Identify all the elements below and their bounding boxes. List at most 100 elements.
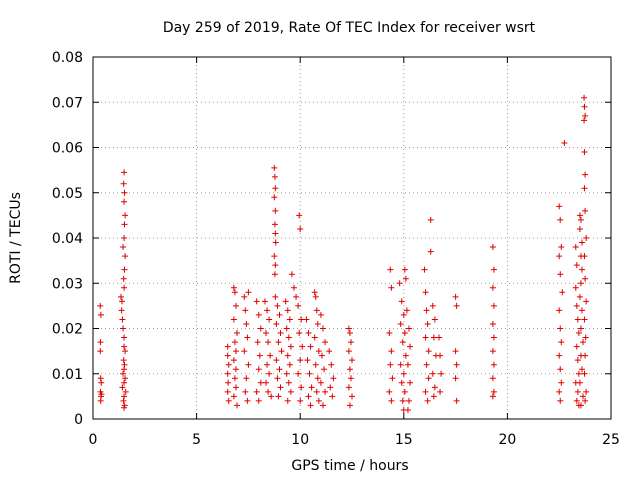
y-tick-label: 0 (74, 412, 83, 428)
data-point (254, 339, 261, 346)
data-point (319, 325, 326, 332)
data-point (266, 316, 273, 323)
data-point (397, 361, 404, 368)
data-point (490, 302, 497, 309)
data-point (245, 289, 252, 296)
data-point (122, 348, 129, 355)
data-point (263, 379, 270, 386)
data-point (225, 379, 232, 386)
data-point (298, 316, 305, 323)
data-point (97, 311, 104, 318)
data-point (430, 393, 437, 400)
data-point (299, 343, 306, 350)
data-point (120, 397, 127, 404)
data-point (404, 361, 411, 368)
data-point (577, 402, 584, 409)
data-point (282, 298, 289, 305)
data-point (313, 307, 320, 314)
data-point (580, 339, 587, 346)
data-point (556, 307, 563, 314)
data-point (403, 307, 410, 314)
data-point (243, 375, 250, 382)
data-point (297, 357, 304, 364)
data-point (490, 334, 497, 341)
data-point (315, 348, 322, 355)
data-point (311, 289, 318, 296)
data-point (286, 316, 293, 323)
data-point (121, 343, 128, 350)
data-point (427, 216, 434, 223)
data-point (121, 169, 128, 176)
data-point (256, 352, 263, 359)
data-point (349, 393, 355, 400)
data-point (402, 352, 409, 359)
data-point (312, 361, 319, 368)
data-point (346, 366, 353, 373)
data-point (271, 253, 278, 260)
data-point (423, 361, 430, 368)
data-point (314, 320, 321, 327)
axis-ticks (92, 56, 612, 420)
data-point (490, 266, 497, 273)
data-point (307, 402, 314, 409)
data-point (574, 357, 581, 364)
data-point (97, 397, 104, 404)
data-point (121, 221, 128, 228)
data-point (557, 271, 564, 278)
x-tick-label: 25 (602, 432, 620, 448)
data-point (572, 244, 579, 251)
data-point (284, 397, 291, 404)
data-point (575, 370, 582, 377)
data-point (577, 216, 584, 223)
data-point (264, 361, 271, 368)
data-point (345, 384, 352, 391)
data-point (306, 370, 313, 377)
data-point (230, 393, 237, 400)
data-point (275, 339, 282, 346)
data-point (319, 402, 326, 409)
data-point (399, 339, 406, 346)
data-point (272, 207, 279, 214)
data-point (119, 298, 126, 305)
data-point (230, 357, 237, 364)
data-point (401, 388, 408, 395)
data-point (431, 384, 438, 391)
data-point (453, 397, 460, 404)
data-point (576, 293, 583, 300)
x-tick-label: 10 (291, 432, 309, 448)
data-point (330, 375, 337, 382)
data-point (120, 357, 127, 364)
data-point (255, 311, 262, 318)
data-point (407, 379, 414, 386)
data-point (556, 352, 563, 359)
data-point (275, 393, 282, 400)
data-point (583, 388, 590, 395)
data-point (489, 393, 496, 400)
data-point (308, 384, 315, 391)
data-point (295, 370, 302, 377)
data-point (576, 225, 583, 232)
data-point (311, 334, 318, 341)
data-point (225, 397, 232, 404)
data-point (224, 352, 231, 359)
data-point (437, 388, 444, 395)
data-point (271, 164, 278, 171)
data-point (121, 198, 128, 205)
data-point (122, 212, 129, 219)
chart-title: Day 259 of 2019, Rate Of TEC Index for r… (163, 20, 536, 36)
data-point (430, 334, 437, 341)
data-point (242, 307, 249, 314)
data-point (272, 239, 279, 246)
data-point (388, 284, 395, 291)
data-point (232, 366, 239, 373)
data-point (387, 361, 394, 368)
data-point (121, 334, 128, 341)
data-point (582, 112, 589, 119)
data-point (98, 391, 105, 398)
data-point (329, 393, 336, 400)
data-point (322, 388, 329, 395)
data-point (557, 366, 564, 373)
data-point (287, 388, 294, 395)
data-point (398, 298, 405, 305)
data-point (345, 348, 352, 355)
